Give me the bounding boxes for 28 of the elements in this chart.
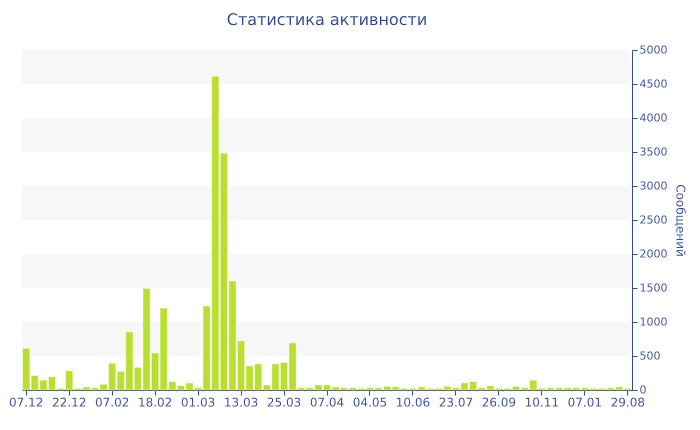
y-tick-label: 2500: [640, 214, 668, 226]
y-tick-label: 1500: [640, 282, 668, 294]
x-tick-label: 13.03: [224, 396, 258, 410]
y-tick-label: 5000: [640, 44, 668, 56]
y-tick-label: 4000: [640, 112, 668, 124]
x-tick-label: 10.06: [396, 396, 430, 410]
x-tick-label: 18.02: [138, 396, 172, 410]
y-tick-label: 2000: [640, 248, 668, 260]
y-tick-label: 1000: [640, 316, 668, 328]
x-tick-label: 23.07: [438, 396, 474, 410]
x-tick-label: 07.01: [568, 396, 602, 410]
x-tick-label: 07.12: [9, 396, 44, 410]
x-tick-label: 04.05: [352, 396, 388, 410]
y-axis-title: Сообщений: [673, 184, 688, 257]
y-tick-label: 0: [640, 384, 646, 396]
x-tick-label: 10.11: [524, 396, 560, 410]
x-tick-label: 07.02: [94, 396, 130, 410]
x-tick-label: 25.03: [266, 396, 302, 410]
x-tick-label: 01.03: [180, 396, 216, 410]
x-tick-label: 22.12: [52, 396, 86, 410]
x-tick-label: 29.08: [610, 396, 645, 410]
y-tick-label: 3000: [640, 180, 668, 192]
y-tick-label: 500: [640, 350, 660, 362]
y-tick-label: 3500: [640, 146, 668, 158]
y-tick-label: 4500: [640, 78, 668, 90]
x-tick-label: 07.04: [310, 396, 344, 410]
x-tick-label: 26.09: [482, 396, 516, 410]
chart-title: Статистика активности: [226, 10, 428, 29]
